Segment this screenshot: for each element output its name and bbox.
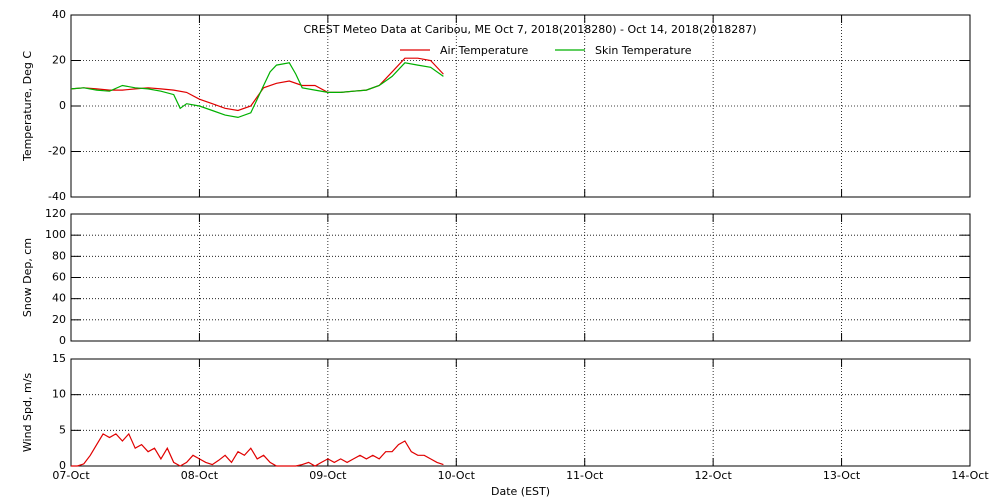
x-tick-label: 11-Oct	[566, 469, 604, 482]
x-tick-label: 10-Oct	[438, 469, 476, 482]
y-tick-label: 60	[52, 271, 66, 284]
legend-label: Air Temperature	[440, 44, 529, 57]
x-tick-label: 07-Oct	[52, 469, 90, 482]
x-tick-label: 12-Oct	[694, 469, 732, 482]
y-tick-label: 5	[59, 423, 66, 436]
x-tick-label: 14-Oct	[951, 469, 989, 482]
y-axis-label: Snow Dep, cm	[21, 238, 34, 317]
y-tick-label: 80	[52, 249, 66, 262]
y-tick-label: -40	[48, 190, 66, 203]
x-tick-label: 09-Oct	[309, 469, 347, 482]
y-axis-label: Temperature, Deg C	[21, 51, 34, 162]
plot-frame	[70, 14, 971, 198]
plot-frame	[70, 358, 971, 467]
y-tick-label: 20	[52, 54, 66, 67]
y-tick-label: 20	[52, 313, 66, 326]
x-tick-label: 08-Oct	[181, 469, 219, 482]
x-tick-label: 13-Oct	[823, 469, 861, 482]
data-line	[70, 57, 444, 112]
plot-frame	[70, 213, 971, 342]
data-line	[70, 62, 444, 119]
y-tick-label: 100	[45, 228, 66, 241]
y-axis-label: Wind Spd, m/s	[21, 373, 34, 453]
y-tick-label: 0	[59, 99, 66, 112]
y-tick-label: 0	[59, 459, 66, 472]
y-tick-label: 0	[59, 334, 66, 347]
chart-title: CREST Meteo Data at Caribou, ME Oct 7, 2…	[303, 23, 756, 36]
y-tick-label: 10	[52, 388, 66, 401]
y-tick-label: 15	[52, 352, 66, 365]
legend-label: Skin Temperature	[595, 44, 692, 57]
y-tick-label: 120	[45, 207, 66, 220]
y-tick-label: 40	[52, 292, 66, 305]
y-tick-label: -20	[48, 145, 66, 158]
data-line	[71, 432, 444, 467]
x-axis-label: Date (EST)	[491, 485, 550, 498]
y-tick-label: 40	[52, 8, 66, 21]
